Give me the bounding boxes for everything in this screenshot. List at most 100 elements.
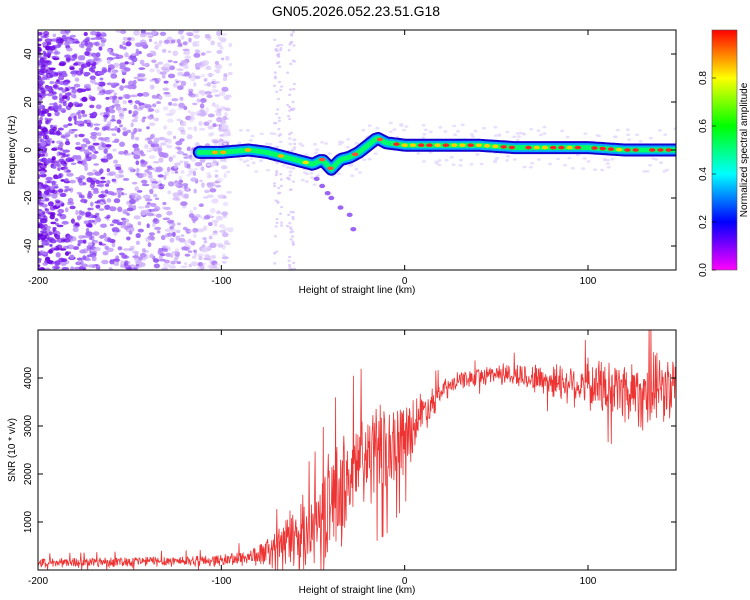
noise-speck bbox=[117, 110, 125, 114]
noise-speck bbox=[102, 114, 109, 119]
noise-speck bbox=[106, 82, 113, 86]
noise-speck bbox=[258, 159, 263, 163]
noise-speck bbox=[190, 156, 197, 162]
noise-speck bbox=[100, 37, 107, 43]
noise-speck bbox=[193, 34, 201, 39]
noise-speck bbox=[91, 255, 96, 259]
noise-speck bbox=[199, 179, 203, 183]
noise-speck bbox=[225, 55, 230, 61]
noise-speck bbox=[82, 138, 90, 143]
noise-speck bbox=[222, 76, 228, 82]
noise-speck bbox=[137, 73, 142, 78]
noise-speck bbox=[51, 165, 57, 169]
noise-speck bbox=[530, 161, 535, 165]
noise-speck bbox=[86, 123, 91, 127]
ridge-hotspot bbox=[541, 145, 549, 150]
noise-speck bbox=[288, 43, 292, 46]
noise-speck bbox=[157, 61, 163, 65]
noise-speck bbox=[173, 257, 178, 263]
noise-speck bbox=[207, 113, 215, 118]
noise-speck bbox=[134, 198, 139, 202]
noise-speck bbox=[103, 148, 108, 154]
noise-speck bbox=[182, 153, 188, 156]
noise-speck bbox=[95, 179, 100, 184]
noise-speck bbox=[149, 84, 155, 90]
noise-speck bbox=[110, 73, 118, 79]
noise-speck bbox=[159, 31, 167, 36]
noise-speck bbox=[172, 50, 179, 57]
noise-speck bbox=[228, 42, 233, 48]
noise-speck bbox=[38, 223, 41, 228]
noise-speck bbox=[152, 258, 160, 263]
noise-speck bbox=[291, 100, 295, 104]
noise-speck bbox=[99, 77, 104, 81]
ridge-hotspot bbox=[327, 166, 334, 171]
noise-speck bbox=[57, 42, 62, 48]
noise-speck bbox=[45, 86, 52, 92]
noise-speck bbox=[362, 158, 367, 161]
noise-speck bbox=[211, 254, 216, 260]
noise-speck bbox=[605, 162, 610, 165]
noise-speck bbox=[58, 257, 65, 263]
noise-speck bbox=[74, 146, 82, 150]
noise-speck bbox=[62, 245, 70, 249]
noise-speck bbox=[288, 265, 292, 269]
noise-speck bbox=[67, 123, 73, 126]
noise-speck bbox=[367, 124, 372, 127]
noise-speck bbox=[214, 104, 220, 109]
noise-speck bbox=[361, 128, 366, 132]
noise-speck bbox=[273, 38, 277, 42]
noise-speck bbox=[596, 134, 601, 138]
noise-speck bbox=[288, 93, 292, 97]
noise-speck bbox=[273, 71, 277, 74]
noise-speck bbox=[112, 148, 117, 152]
noise-speck bbox=[75, 209, 79, 216]
noise-speck bbox=[280, 205, 284, 209]
noise-speck bbox=[200, 166, 205, 172]
noise-speck bbox=[125, 152, 132, 156]
noise-speck bbox=[197, 261, 203, 267]
noise-speck bbox=[152, 146, 160, 152]
noise-speck bbox=[505, 159, 510, 162]
noise-speck bbox=[174, 170, 179, 174]
noise-speck bbox=[44, 117, 48, 121]
noise-speck bbox=[171, 250, 179, 254]
noise-speck bbox=[602, 158, 607, 162]
noise-speck bbox=[158, 136, 166, 141]
noise-speck bbox=[163, 262, 171, 268]
noise-speck bbox=[288, 188, 292, 191]
noise-speck bbox=[164, 171, 170, 177]
noise-speck bbox=[194, 213, 201, 218]
noise-speck bbox=[575, 153, 580, 157]
noise-speck bbox=[55, 222, 59, 226]
noise-speck bbox=[87, 223, 93, 228]
noise-speck bbox=[219, 45, 224, 50]
noise-speck bbox=[281, 163, 286, 167]
noise-speck bbox=[565, 135, 570, 139]
noise-speck bbox=[542, 125, 547, 129]
noise-speck bbox=[310, 176, 315, 179]
noise-speck bbox=[192, 170, 197, 177]
noise-speck bbox=[142, 257, 146, 261]
noise-speck bbox=[119, 85, 124, 91]
noise-speck bbox=[52, 33, 57, 38]
noise-speck bbox=[138, 256, 143, 261]
noise-speck bbox=[211, 102, 216, 107]
noise-speck bbox=[495, 157, 500, 160]
noise-speck bbox=[64, 185, 70, 189]
noise-speck bbox=[275, 221, 279, 225]
noise-speck bbox=[610, 157, 615, 161]
noise-speck bbox=[114, 173, 122, 179]
spectral-ridge bbox=[192, 132, 676, 176]
noise-speck bbox=[135, 172, 140, 176]
noise-speck bbox=[131, 181, 138, 185]
noise-speck bbox=[59, 213, 67, 220]
noise-speck bbox=[627, 138, 632, 142]
noise-speck bbox=[172, 103, 178, 107]
noise-speck bbox=[312, 183, 317, 187]
noise-speck bbox=[125, 41, 132, 47]
ridge-hotspot bbox=[607, 147, 615, 151]
noise-speck bbox=[177, 146, 182, 151]
noise-speck bbox=[137, 221, 142, 226]
noise-speck bbox=[108, 171, 117, 176]
